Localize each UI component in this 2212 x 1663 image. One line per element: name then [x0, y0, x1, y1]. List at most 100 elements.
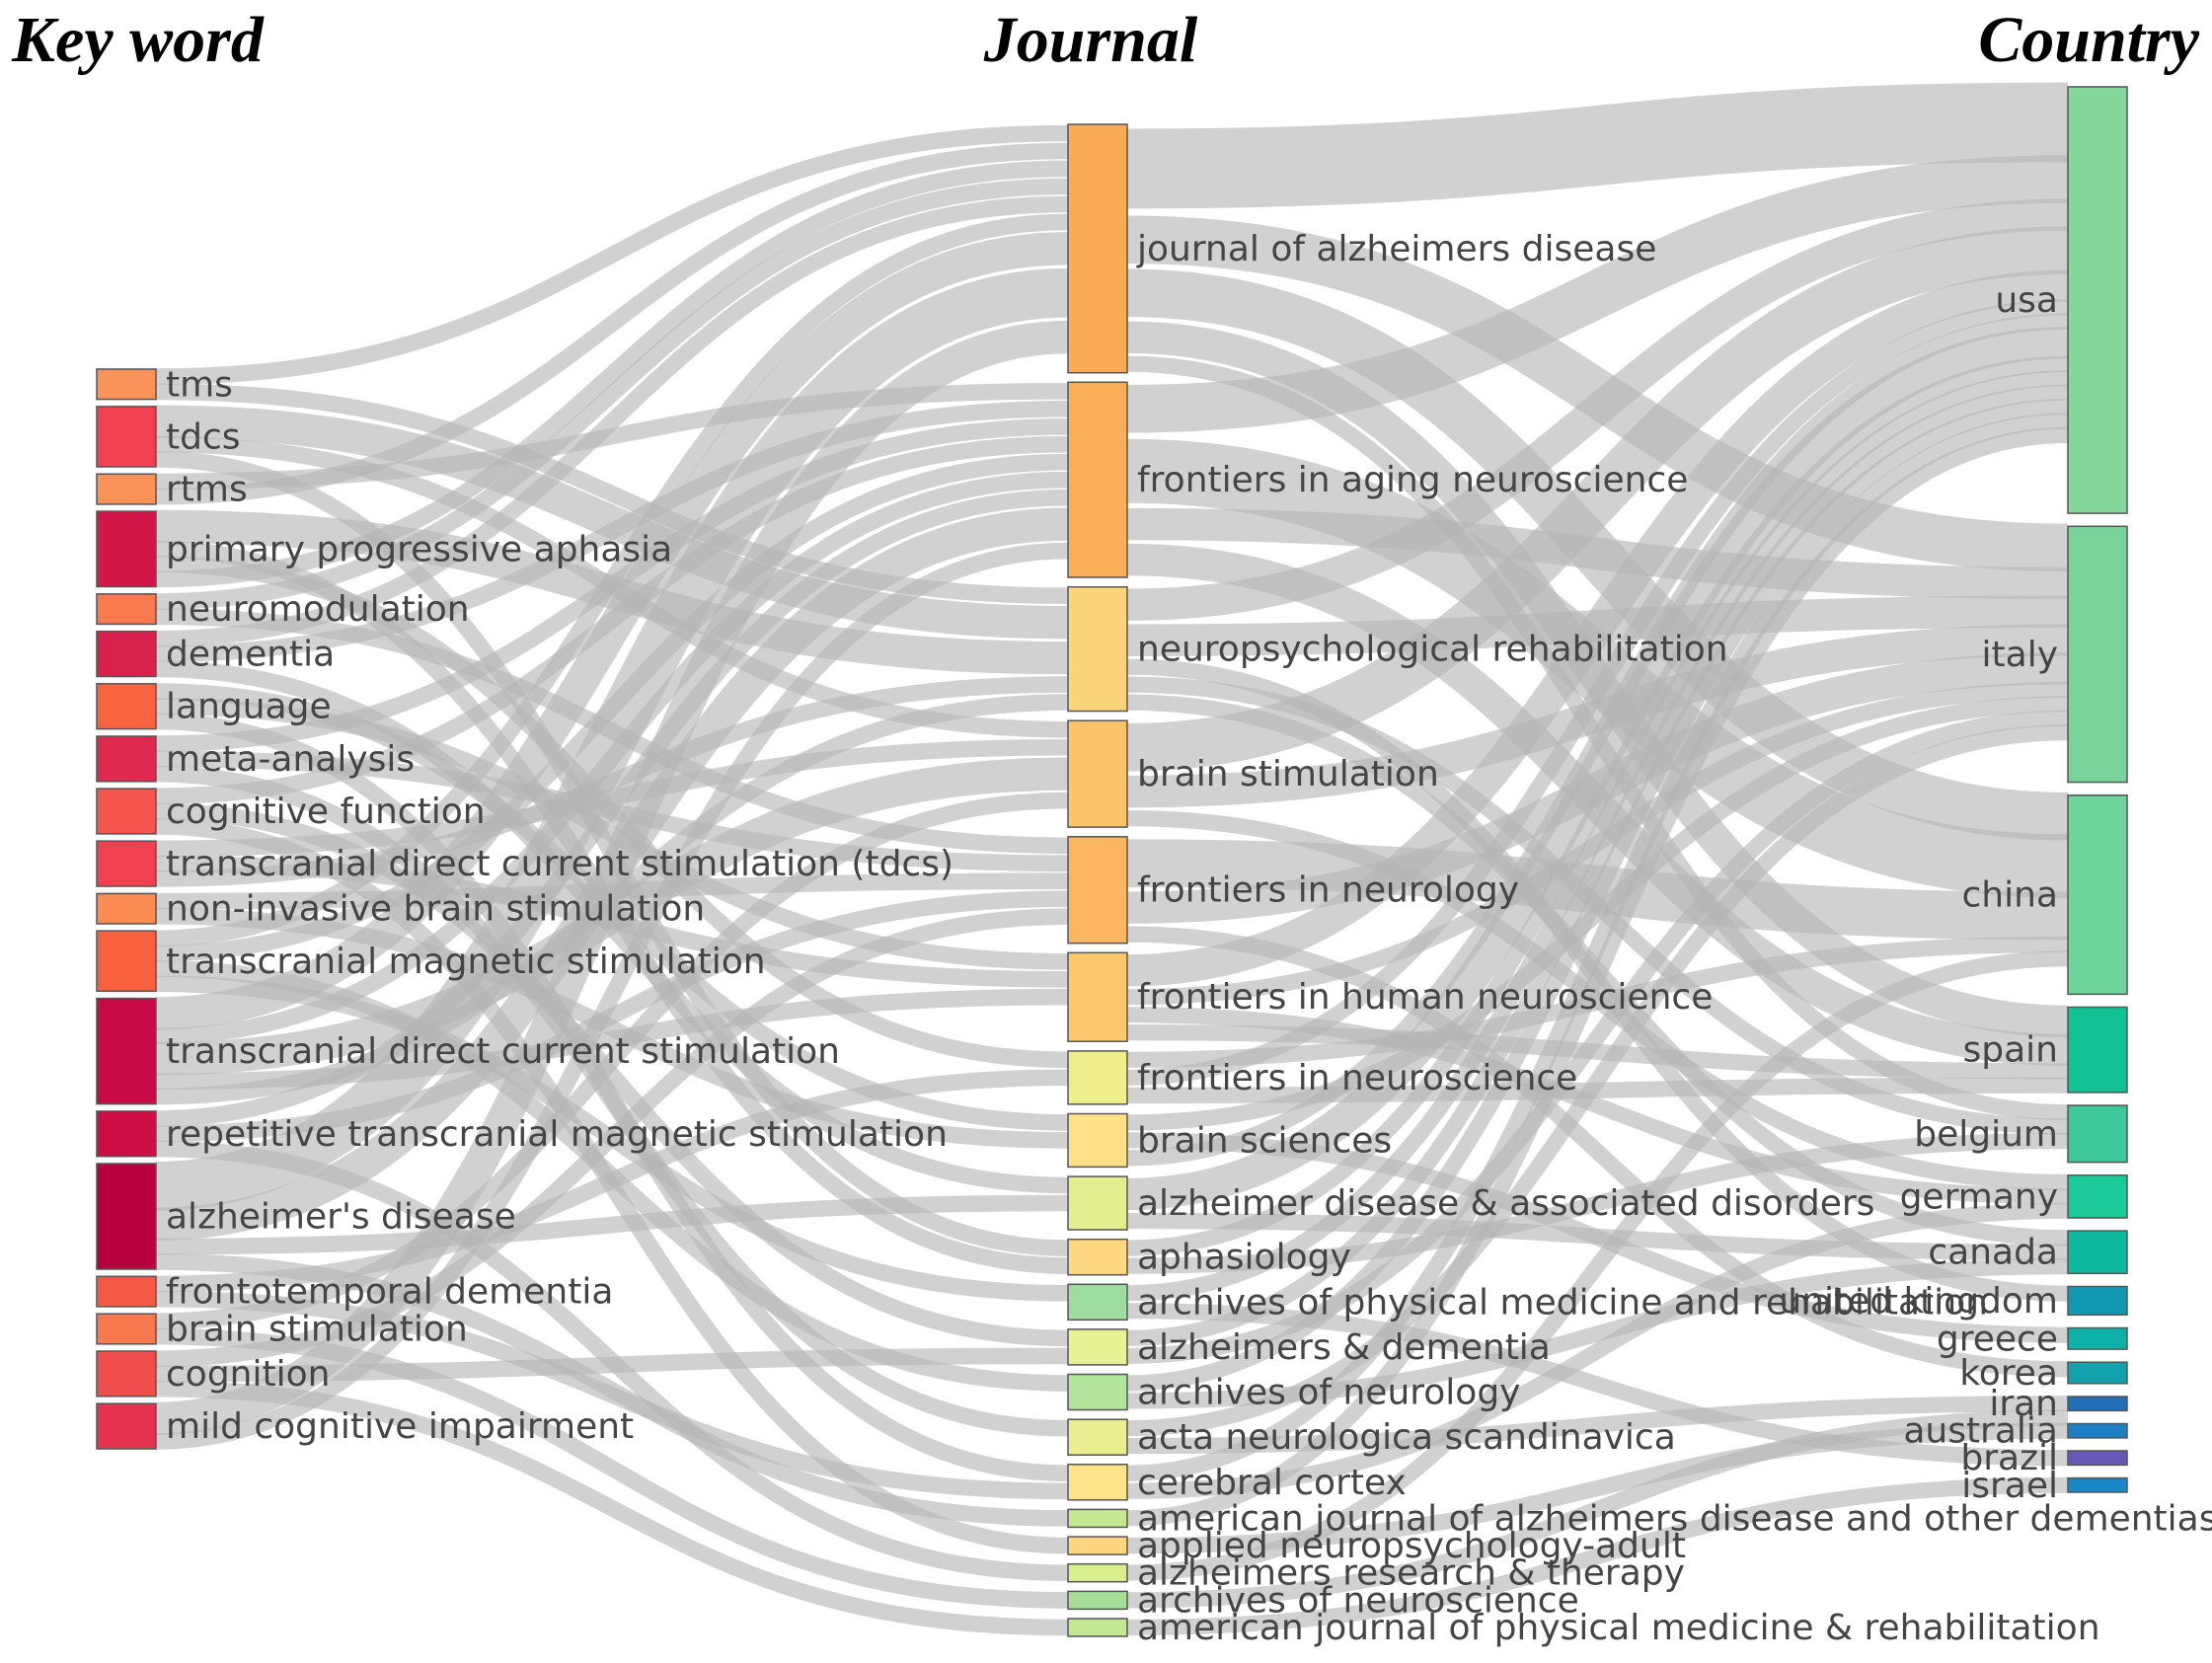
journal-node-aph[interactable] — [1067, 1238, 1128, 1276]
journal-label-bsc: brain sciences — [1137, 1120, 1392, 1161]
keyword-node-neuromod[interactable] — [96, 593, 157, 626]
keyword-node-dementia[interactable] — [96, 630, 157, 678]
journal-country-flow-ans-italy — [1126, 724, 2069, 1437]
keyword-node-rtmsfull[interactable] — [96, 1110, 157, 1158]
journal-node-ans[interactable] — [1067, 1418, 1128, 1456]
keyword-label-ad: alzheimer's disease — [166, 1197, 516, 1238]
countrie-node-korea[interactable] — [2067, 1361, 2128, 1385]
journal-node-ansc[interactable] — [1067, 1590, 1128, 1611]
journal-node-art[interactable] — [1067, 1562, 1128, 1583]
journal-label-ad2: alzheimers & dementia — [1137, 1327, 1551, 1368]
countrie-label-greece: greece — [1937, 1319, 2058, 1359]
label-layer: tms tdcs rtms primary progressive aphasia ne… — [166, 229, 2212, 1648]
countrie-label-brazil: brazil — [1960, 1438, 2058, 1478]
keyword-node-tms[interactable] — [96, 368, 157, 401]
keyword-node-tdcs2[interactable] — [96, 840, 157, 887]
keyword-journal-flow-neuromod-jad — [155, 178, 1069, 610]
keyword-node-brainstim[interactable] — [96, 1313, 157, 1345]
keyword-node-ftd[interactable] — [96, 1275, 157, 1308]
countrie-node-spain[interactable] — [2067, 1006, 2128, 1094]
countrie-label-belgium: belgium — [1914, 1114, 2058, 1155]
keyword-journal-flow-dementia-jad — [155, 195, 1069, 647]
journal-country-flow-fns-usa — [1126, 299, 2069, 1086]
countrie-node-israel[interactable] — [2067, 1476, 2128, 1493]
journal-label-anpa: applied neuropsychology-adult — [1137, 1526, 1686, 1566]
countrie-node-uk[interactable] — [2067, 1285, 2128, 1317]
keyword-journal-flow-ftd-fns — [155, 1069, 1069, 1293]
journal-node-fin[interactable] — [1067, 836, 1128, 945]
journal-country-flow-bs-usa — [1126, 226, 2069, 772]
journal-node-aneur[interactable] — [1067, 1373, 1128, 1411]
journal-label-ans: acta neurologica scandinavica — [1137, 1417, 1676, 1458]
keyword-node-language[interactable] — [96, 683, 157, 730]
journal-label-bs: brain stimulation — [1137, 754, 1439, 794]
journal-country-flow-bs-italy — [1126, 624, 2069, 808]
keyword-journal-flow-tms-jad — [155, 124, 1069, 385]
journal-node-fan[interactable] — [1067, 381, 1128, 578]
keyword-journal-flow-cognition-ajpmr — [155, 1380, 1069, 1636]
journal-node-ad2[interactable] — [1067, 1328, 1128, 1366]
journal-node-cc[interactable] — [1067, 1464, 1128, 1501]
keyword-label-brainstim: brain stimulation — [166, 1309, 468, 1349]
journal-label-fan: frontiers in aging neuroscience — [1137, 460, 1688, 500]
journal-node-bs[interactable] — [1067, 719, 1128, 828]
journal-node-anpa[interactable] — [1067, 1536, 1128, 1555]
keyword-node-tdcsfull[interactable] — [96, 997, 157, 1105]
journal-node-bsc[interactable] — [1067, 1112, 1128, 1169]
keyword-node-ppa[interactable] — [96, 510, 157, 588]
keyword-node-tmsfull[interactable] — [96, 930, 157, 993]
journal-column-heading: Journal — [983, 4, 1198, 76]
keyword-journal-flow-tmsfull-jad — [155, 213, 1069, 947]
node-layer — [96, 86, 2128, 1637]
keyword-journal-flow-dementia-fan — [155, 401, 1069, 662]
keyword-label-nibs: non-invasive brain stimulation — [166, 889, 705, 930]
keyword-node-cognition[interactable] — [96, 1350, 157, 1398]
keyword-label-rtmsfull: repetitive transcranial magnetic stimula… — [166, 1114, 948, 1155]
keyword-node-ad[interactable] — [96, 1163, 157, 1270]
keyword-node-nibs[interactable] — [96, 892, 157, 925]
journal-country-flow-adad-canada — [1126, 1212, 2069, 1260]
journal-node-ajad[interactable] — [1067, 1508, 1128, 1529]
keyword-label-rtms: rtms — [166, 470, 248, 510]
journal-country-flow-fns-china — [1126, 936, 2069, 1068]
keyword-label-tdcsfull: transcranial direct current stimulation — [166, 1031, 840, 1072]
journal-node-apmr[interactable] — [1067, 1283, 1128, 1322]
countrie-node-brazil[interactable] — [2067, 1450, 2128, 1467]
journal-country-flow-npr-usa — [1126, 198, 2069, 621]
keyword-node-meta[interactable] — [96, 735, 157, 783]
journal-node-adad[interactable] — [1067, 1175, 1128, 1231]
journal-node-fhn[interactable] — [1067, 951, 1128, 1042]
journal-node-fns[interactable] — [1067, 1050, 1128, 1105]
countrie-node-greece[interactable] — [2067, 1326, 2128, 1350]
countrie-node-iran[interactable] — [2067, 1396, 2128, 1412]
countrie-node-usa[interactable] — [2067, 86, 2128, 514]
countrie-node-germany[interactable] — [2067, 1174, 2128, 1219]
journal-country-flow-art-china — [1126, 950, 2069, 1581]
keyword-label-ppa: primary progressive aphasia — [166, 529, 672, 569]
countrie-node-italy[interactable] — [2067, 525, 2128, 784]
keyword-node-cogfunc[interactable] — [96, 788, 157, 835]
keyword-node-mci[interactable] — [96, 1402, 157, 1450]
countrie-node-china[interactable] — [2067, 794, 2128, 996]
country-column-heading: Country — [1978, 4, 2199, 76]
journal-country-flow-ans-iran — [1126, 1396, 2069, 1455]
countrie-node-canada[interactable] — [2067, 1230, 2128, 1275]
countrie-label-italy: italy — [1982, 635, 2058, 675]
countrie-node-australia[interactable] — [2067, 1422, 2128, 1439]
countrie-node-belgium[interactable] — [2067, 1104, 2128, 1164]
journal-node-ajpmr[interactable] — [1067, 1618, 1128, 1637]
keyword-label-tdcs2: transcranial direct current stimulation … — [166, 844, 953, 884]
journal-node-npr[interactable] — [1067, 585, 1128, 713]
keyword-node-rtms[interactable] — [96, 473, 157, 505]
journal-country-flow-aph-usa — [1126, 355, 2069, 1256]
journal-label-fin: frontiers in neurology — [1137, 870, 1519, 911]
journal-node-jad[interactable] — [1067, 123, 1128, 374]
journal-country-flow-jad-usa — [1126, 82, 2069, 209]
keyword-column-heading: Key word — [11, 4, 265, 76]
keyword-journal-flow-rtmsfull-fan — [155, 489, 1069, 1127]
journal-country-flow-ajad-usa — [1126, 426, 2069, 1527]
journal-country-flow-fan-china — [1126, 438, 2069, 899]
keyword-node-tdcs[interactable] — [96, 406, 157, 468]
journal-country-flow-cc-germany — [1126, 1202, 2069, 1499]
